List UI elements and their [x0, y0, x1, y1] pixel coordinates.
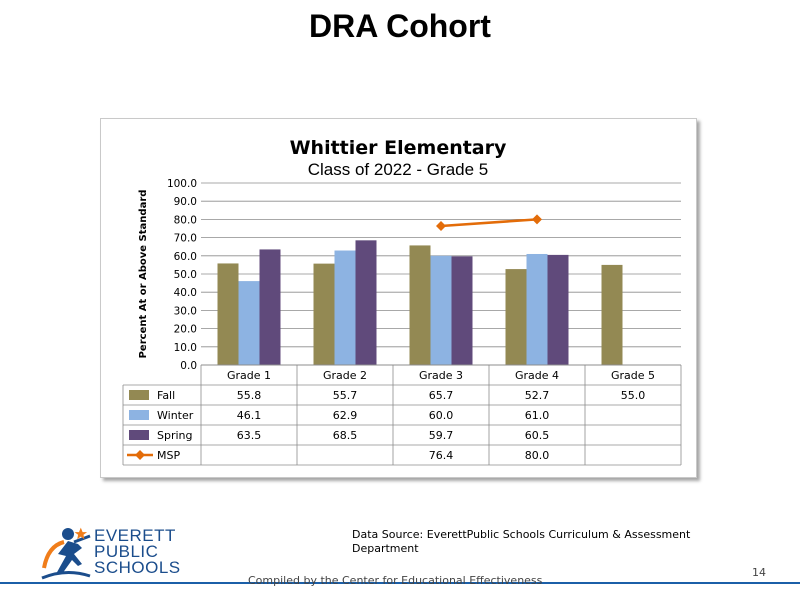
x-tick-label: Grade 3 [419, 369, 463, 382]
legend-label-winter: Winter [157, 409, 194, 422]
bar-fall [217, 263, 239, 365]
y-tick-label: 0.0 [180, 360, 197, 372]
bar-spring [355, 240, 377, 365]
y-tick-label: 60.0 [174, 251, 197, 263]
logo-figure-icon [41, 527, 91, 580]
logo-line-schools: SCHOOLS [94, 558, 181, 577]
y-tick-label: 10.0 [174, 342, 197, 354]
footer-credit: Compiled by the Center for Educational E… [248, 574, 543, 587]
legend-label-spring: Spring [157, 429, 193, 442]
legend-swatch-winter [129, 410, 149, 420]
data-table-value: 55.8 [237, 389, 262, 402]
data-table-value: 76.4 [429, 449, 454, 462]
data-table-value: 55.0 [621, 389, 646, 402]
data-table-value: 46.1 [237, 409, 262, 422]
data-table-value: 55.7 [333, 389, 358, 402]
data-table-value: 68.5 [333, 429, 358, 442]
district-logo: EVERETT PUBLIC SCHOOLS [38, 524, 198, 584]
page-number: 14 [752, 566, 766, 579]
footer-divider [0, 582, 800, 584]
msp-line [440, 218, 538, 228]
legend-swatch-fall [129, 390, 149, 400]
bar-winter [334, 250, 356, 365]
data-source-note: Data Source: EverettPublic Schools Curri… [352, 528, 691, 555]
logo-line-public: PUBLIC [94, 542, 159, 561]
x-tick-label: Grade 2 [323, 369, 367, 382]
legend-label-msp: MSP [157, 449, 180, 462]
legend-label-fall: Fall [157, 389, 175, 402]
x-tick-label: Grade 5 [611, 369, 655, 382]
legend-swatch-msp-marker [135, 450, 145, 460]
y-tick-label: 80.0 [174, 214, 197, 226]
x-tick-label: Grade 1 [227, 369, 271, 382]
data-table-value: 60.0 [429, 409, 454, 422]
bar-fall [505, 269, 527, 365]
chart-container: Whittier Elementary Class of 2022 - Grade… [100, 118, 697, 478]
data-table-value: 60.5 [525, 429, 550, 442]
data-table-value: 62.9 [333, 409, 358, 422]
y-axis-label: Percent At or Above Standard [138, 190, 149, 359]
bar-winter [238, 281, 260, 365]
msp-point [532, 214, 542, 225]
bar-fall [313, 263, 335, 365]
chart-subtitle: Class of 2022 - Grade 5 [308, 160, 488, 179]
data-table-value: 63.5 [237, 429, 262, 442]
bar-winter [430, 255, 452, 365]
data-table-value: 52.7 [525, 389, 550, 402]
logo-line-everett: EVERETT [94, 526, 176, 545]
y-tick-label: 90.0 [174, 196, 197, 208]
bar-spring [451, 256, 473, 365]
y-tick-label: 50.0 [174, 269, 197, 281]
data-table-value: 59.7 [429, 429, 454, 442]
x-tick-label: Grade 4 [515, 369, 559, 382]
data-table-value: 65.7 [429, 389, 454, 402]
data-table-value: 80.0 [525, 449, 550, 462]
legend-swatch-spring [129, 430, 149, 440]
msp-point [436, 220, 446, 231]
slide-title: DRA Cohort [309, 8, 491, 44]
y-tick-label: 30.0 [174, 305, 197, 317]
bar-fall [601, 264, 623, 365]
bar-winter [526, 253, 548, 365]
y-tick-label: 40.0 [174, 287, 197, 299]
y-tick-label: 100.0 [167, 178, 197, 190]
bar-fall [409, 245, 431, 365]
y-tick-label: 20.0 [174, 324, 197, 336]
chart-title: Whittier Elementary [290, 137, 507, 159]
y-tick-label: 70.0 [174, 233, 197, 245]
bar-spring [259, 249, 281, 365]
bar-spring [547, 254, 569, 365]
data-table-value: 61.0 [525, 409, 550, 422]
